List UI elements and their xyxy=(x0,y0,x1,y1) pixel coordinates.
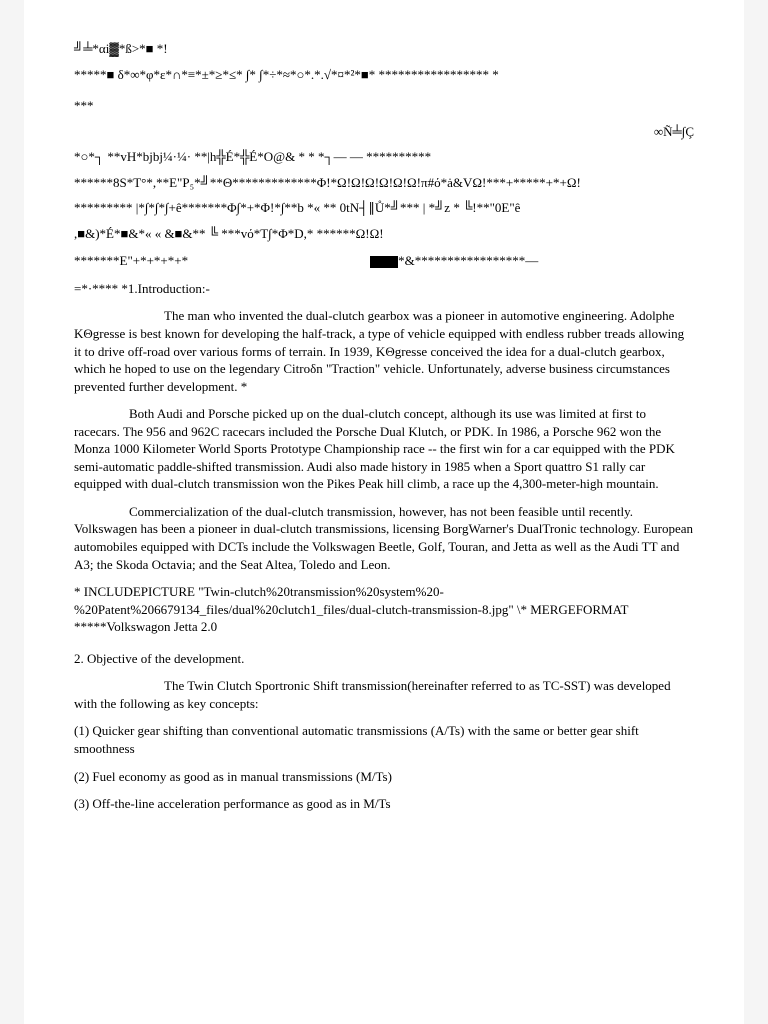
objective-item-1: (1) Quicker gear shifting than conventio… xyxy=(74,722,694,757)
objective-heading: 2. Objective of the development. xyxy=(74,650,694,668)
objective-intro: The Twin Clutch Sportronic Shift transmi… xyxy=(74,677,694,712)
garbled-header-4: *○*┐ **vH*bjbj¼·¼· **|h╬É*╬É*O@& * * *┐—… xyxy=(74,148,694,166)
garbled-header-3: *** xyxy=(74,97,694,115)
garbled-intro-right: *&*****************— xyxy=(398,253,538,268)
garbled-intro-left: *******E"+*+*+*+* xyxy=(74,253,188,268)
garbled-header-5: ******8S*T°*,**E"P₅*╝**Θ*************Φ!*… xyxy=(74,174,694,192)
history-paragraph-1: Both Audi and Porsche picked up on the d… xyxy=(74,405,694,493)
objective-item-3: (3) Off-the-line acceleration performanc… xyxy=(74,795,694,813)
include-picture-line: * INCLUDEPICTURE "Twin-clutch%20transmis… xyxy=(74,583,694,636)
black-box-icon xyxy=(370,256,398,268)
garbled-header-2: *****■ δ*∞*φ*ε*∩*≡*±*≥*≤* ∫* ∫*÷*≈*○*.*.… xyxy=(74,66,694,84)
garbled-header-right: ∞Ñ╧∫Ç xyxy=(74,123,694,141)
intro-heading: =*·**** *1.Introduction:- xyxy=(74,280,694,298)
garbled-intro-line: *******E"+*+*+*+* *&*****************— xyxy=(74,252,694,270)
garbled-header-6: ********* |*∫*∫*∫+ê*******Φ∫*+*Φ!*∫**b *… xyxy=(74,199,694,217)
garbled-header-1: ╝╧*αi▓*ß>*■ *! xyxy=(74,40,694,58)
history-paragraph-2: Commercialization of the dual-clutch tra… xyxy=(74,503,694,573)
document-page: ╝╧*αi▓*ß>*■ *! *****■ δ*∞*φ*ε*∩*≡*±*≥*≤*… xyxy=(24,0,744,1024)
objective-item-2: (2) Fuel economy as good as in manual tr… xyxy=(74,768,694,786)
garbled-header-7: ,■&)*É*■&*« « &■&** ╚ ***vό*T∫*Φ*D,* ***… xyxy=(74,225,694,243)
introduction-paragraph: The man who invented the dual-clutch gea… xyxy=(74,307,694,395)
